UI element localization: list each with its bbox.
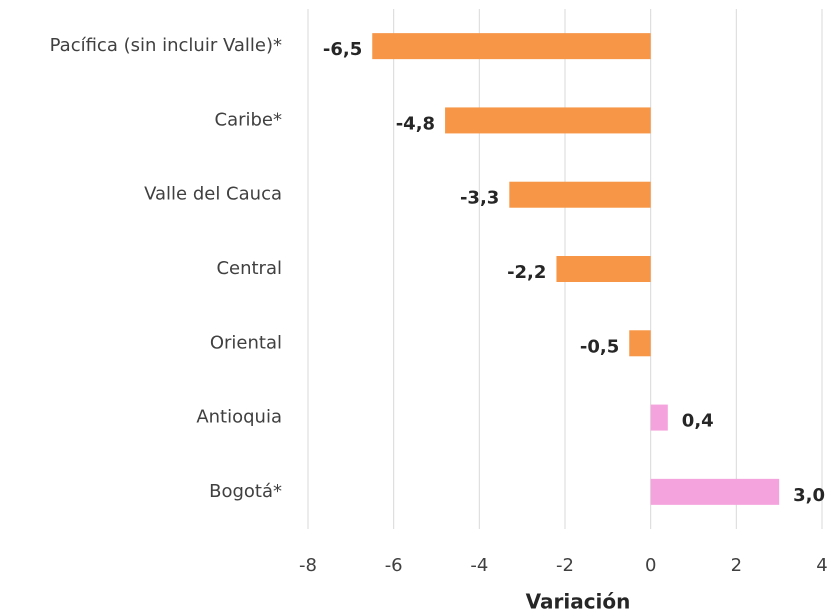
y-tick-label: Oriental [210,332,282,353]
value-label: -0,5 [580,336,619,357]
x-tick-label: -4 [470,555,488,576]
y-tick-label: Antioquia [196,407,282,428]
y-tick-label: Caribe* [215,109,283,130]
x-axis-title: Variación [526,590,631,614]
y-tick-label: Bogotá* [209,481,282,502]
x-tick-label: -2 [556,555,574,576]
bar [556,256,651,282]
x-tick-label: 2 [731,555,742,576]
value-label: 0,4 [682,411,714,432]
y-tick-label: Valle del Cauca [144,184,282,205]
bar [629,330,651,357]
value-label: -4,8 [396,113,435,134]
x-tick-label: 4 [816,555,827,576]
value-label: 3,0 [793,485,825,506]
x-tick-label: 0 [645,555,656,576]
value-label: -3,3 [460,188,499,209]
bar [650,478,780,505]
y-tick-label: Central [216,258,282,279]
bar [509,181,651,208]
value-label: -6,5 [323,39,362,60]
x-tick-label: -6 [385,555,403,576]
bar [445,107,651,134]
x-tick-label: -8 [299,555,317,576]
y-tick-label: Pacífica (sin incluir Valle)* [50,35,282,56]
value-label: -2,2 [507,262,546,283]
bar [372,33,651,60]
bar [650,404,668,431]
